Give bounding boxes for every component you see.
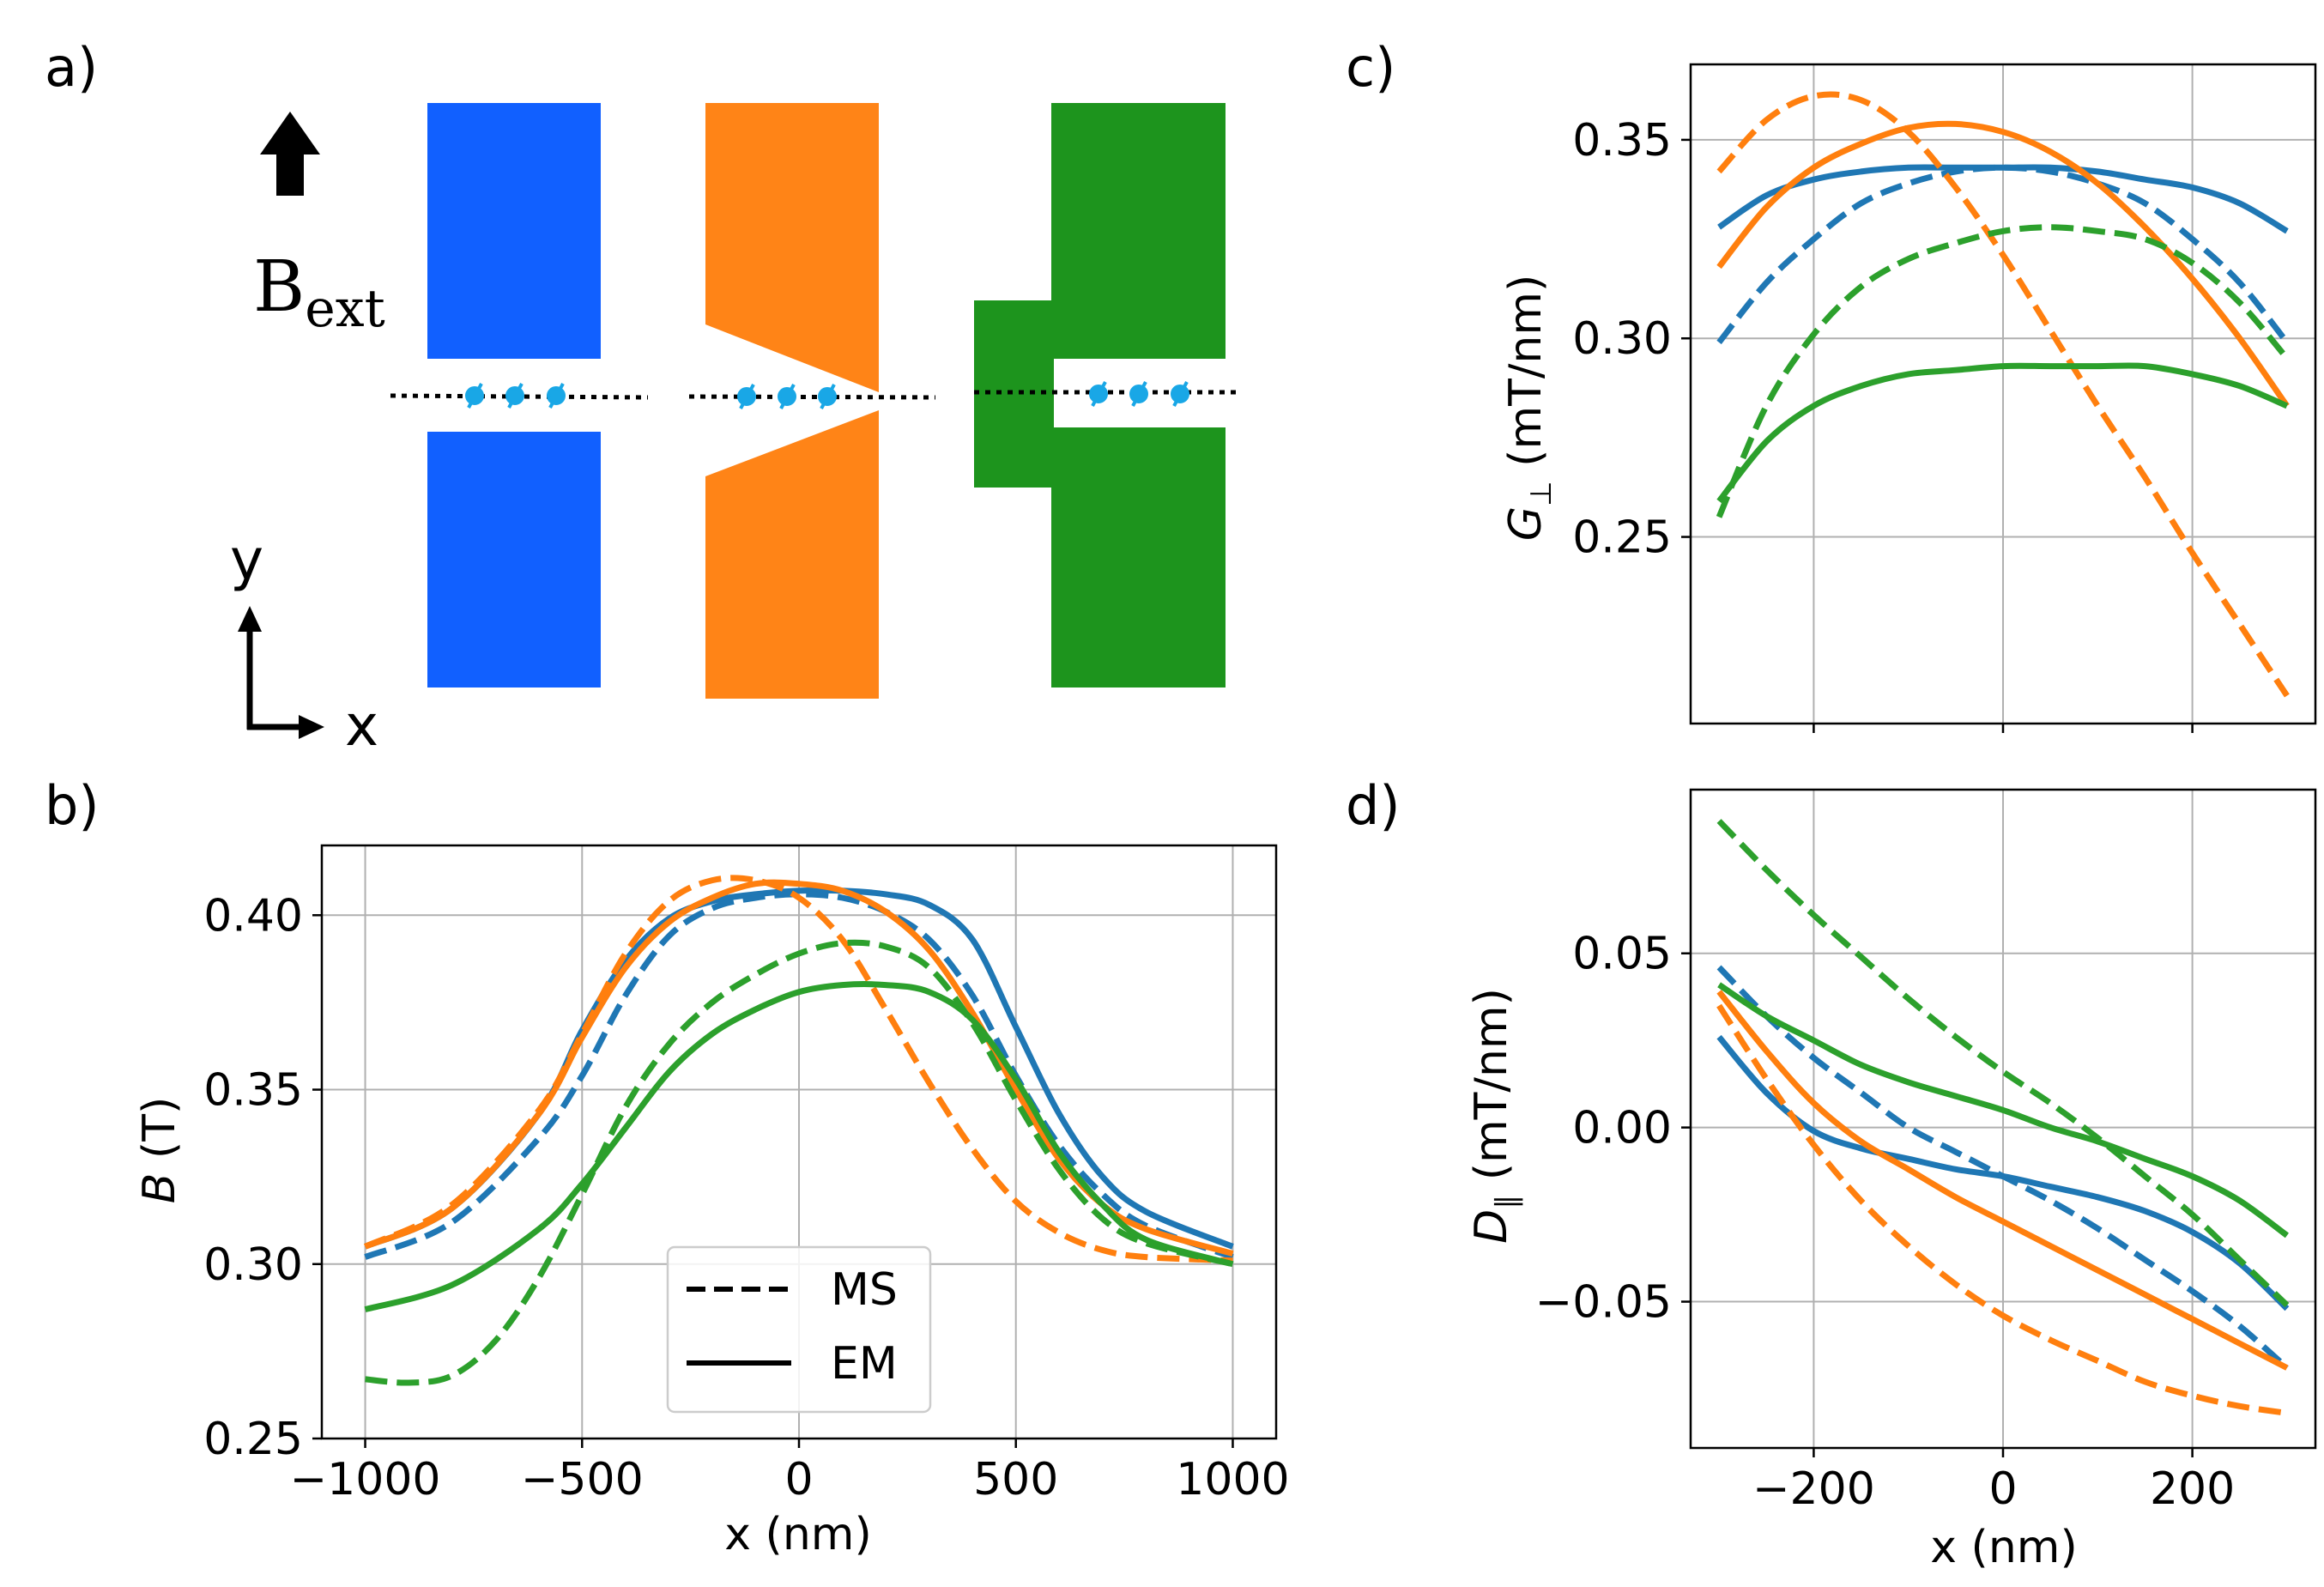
chart-b-ytick-label: 0.25 bbox=[203, 1414, 303, 1465]
orange-dot-spins bbox=[737, 384, 837, 409]
legend-box bbox=[666, 1245, 932, 1414]
panel-d-label: d) bbox=[1346, 774, 1401, 837]
chart-b-ylabel-unit: (T) bbox=[134, 1097, 185, 1173]
blue-magnet-top bbox=[427, 103, 601, 359]
chart-b-ytick-label: 0.40 bbox=[203, 890, 303, 942]
chart-d-series bbox=[1716, 819, 2290, 1416]
chart-d-line-blue-ms bbox=[1716, 965, 2290, 1371]
chart-d-line-orange-em bbox=[1716, 990, 2289, 1371]
b-ext-subscript: ext bbox=[305, 279, 384, 339]
chart-c-line-orange-ms bbox=[1716, 91, 2290, 698]
orange-magnet-top bbox=[705, 103, 879, 392]
b-ext-main: B bbox=[253, 246, 305, 328]
chart-c-line-orange-em bbox=[1716, 120, 2290, 408]
spin-icon bbox=[1171, 381, 1189, 407]
chart-b-line-green-ms bbox=[365, 939, 1234, 1386]
chart-d: −200 0 200 −0.05 0.00 0.05 bbox=[1535, 788, 2317, 1515]
chart-b-xtick-label: −1000 bbox=[290, 1454, 441, 1505]
green-dot-spins bbox=[1089, 381, 1189, 407]
chart-d-ylabel-symbol: D bbox=[1466, 1209, 1517, 1244]
chart-b-line-orange-ms bbox=[363, 875, 1233, 1264]
chart-d-ylabel: D∥ (mT/nm) bbox=[1466, 988, 1524, 1244]
chart-b-line-blue-ms bbox=[364, 891, 1234, 1260]
panel-a: a) Bext y x bbox=[45, 36, 1240, 759]
chart-d-ylabel-subscript: ∥ bbox=[1490, 1195, 1524, 1209]
chart-b-xtick-label: 500 bbox=[973, 1454, 1058, 1505]
chart-d-line-green-ms bbox=[1716, 819, 2290, 1308]
chart-b-xtick-label: −500 bbox=[521, 1454, 644, 1505]
chart-d-xtick-label: −200 bbox=[1752, 1463, 1875, 1515]
chart-d-xtick-label: 200 bbox=[2150, 1463, 2235, 1515]
chart-c-line-green-ms bbox=[1716, 224, 2290, 518]
chart-d-xtick-label: 0 bbox=[1988, 1463, 2017, 1515]
x-arrow-icon bbox=[299, 715, 324, 739]
spin-icon bbox=[1089, 381, 1108, 407]
x-axis-indicator-label: x bbox=[345, 693, 378, 759]
y-axis-indicator-label: y bbox=[230, 527, 263, 593]
chart-d-ylabel-unit: (mT/nm) bbox=[1466, 988, 1517, 1195]
spin-icon bbox=[737, 384, 756, 409]
chart-d-ytick-label: 0.05 bbox=[1572, 929, 1672, 980]
chart-c-line-blue-ms bbox=[1716, 164, 2290, 345]
chart-b-ylabel: B (T) bbox=[134, 1097, 185, 1204]
chart-c-line-green-em bbox=[1716, 362, 2289, 504]
chart-c-ytick-label: 0.35 bbox=[1572, 115, 1672, 167]
chart-c-series bbox=[1716, 91, 2290, 698]
spin-icon bbox=[778, 384, 796, 409]
spin-icon bbox=[505, 383, 524, 409]
chart-b-ytick-label: 0.35 bbox=[203, 1065, 303, 1117]
spin-icon bbox=[818, 384, 837, 409]
chart-d-line-green-em bbox=[1717, 982, 2289, 1239]
chart-c-ylabel-unit: (mT/nm) bbox=[1500, 275, 1552, 482]
blue-dot-line bbox=[390, 393, 649, 400]
panel-a-label: a) bbox=[45, 36, 98, 99]
chart-c-line-blue-em bbox=[1717, 164, 2289, 234]
panel-b-label: b) bbox=[45, 774, 100, 837]
chart-b-ytick-label: 0.30 bbox=[203, 1239, 303, 1291]
y-arrow-icon bbox=[238, 606, 262, 632]
up-arrow-icon bbox=[260, 112, 320, 196]
chart-d-ytick-label: −0.05 bbox=[1535, 1277, 1672, 1329]
spin-icon bbox=[547, 383, 566, 409]
chart-d-line-orange-ms bbox=[1716, 1003, 2288, 1416]
spin-icon bbox=[465, 383, 484, 409]
chart-b-series bbox=[363, 875, 1234, 1386]
chart-c-ylabel-subscript: ⊥ bbox=[1524, 481, 1558, 506]
blue-dot-spins bbox=[465, 383, 566, 409]
legend: MS EM bbox=[666, 1245, 932, 1414]
b-ext-label: Bext bbox=[253, 246, 385, 339]
chart-c-ytick-label: 0.30 bbox=[1572, 313, 1672, 365]
spin-icon bbox=[1129, 381, 1148, 407]
chart-c-ylabel-symbol: G bbox=[1500, 506, 1552, 541]
chart-b-line-green-em bbox=[364, 981, 1234, 1312]
panel-c-label: c) bbox=[1346, 36, 1395, 99]
legend-em-label: EM bbox=[831, 1338, 898, 1390]
chart-c: 0.25 0.30 0.35 bbox=[1572, 63, 2317, 733]
chart-c-ytick-label: 0.25 bbox=[1572, 512, 1672, 564]
chart-b-xtick-label: 0 bbox=[784, 1454, 813, 1505]
chart-b-xlabel: x (nm) bbox=[724, 1509, 872, 1560]
chart-b-xtick-label: 1000 bbox=[1176, 1454, 1289, 1505]
chart-d-ytick-label: 0.00 bbox=[1572, 1103, 1672, 1154]
orange-magnet-bottom bbox=[705, 410, 879, 699]
chart-d-xlabel: x (nm) bbox=[1930, 1522, 2078, 1573]
chart-b: −1000 −500 0 500 1000 0.25 0.30 0.35 0.40 bbox=[203, 844, 1290, 1505]
legend-ms-label: MS bbox=[831, 1264, 898, 1316]
blue-magnet-bottom bbox=[427, 432, 601, 687]
chart-c-ylabel: G⊥ (mT/nm) bbox=[1500, 275, 1558, 542]
green-magnet bbox=[974, 103, 1226, 687]
chart-b-ylabel-symbol: B bbox=[134, 1173, 185, 1204]
